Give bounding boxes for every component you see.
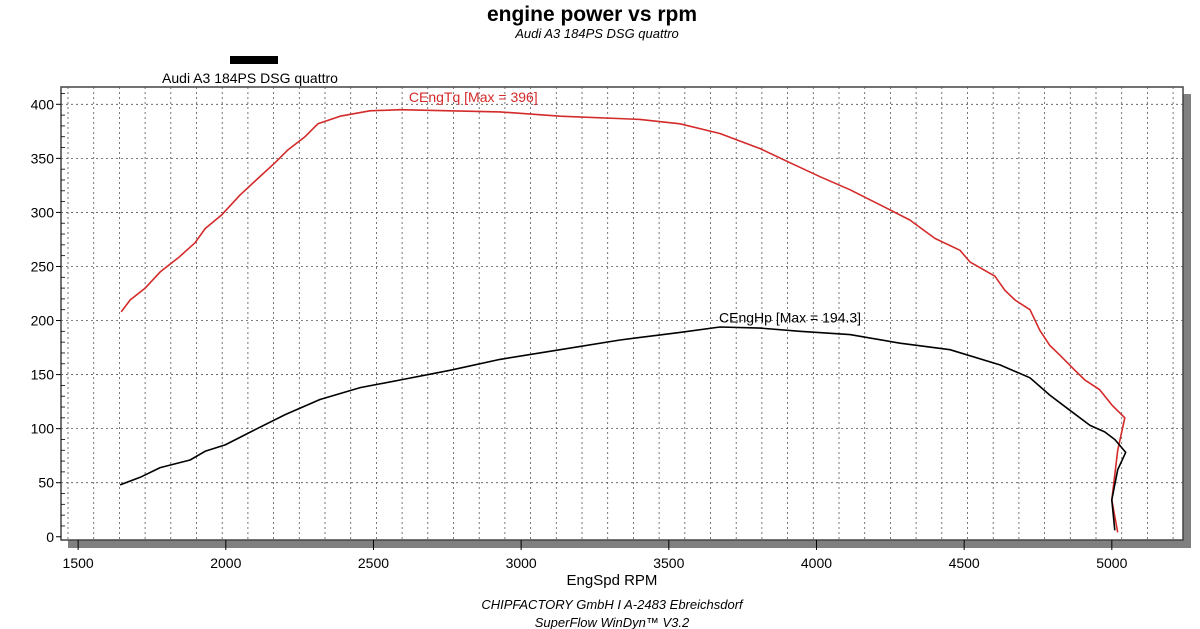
series-line-cengtq xyxy=(120,108,1126,533)
y-tick-label: 250 xyxy=(31,258,55,274)
legend-swatch xyxy=(230,56,278,64)
footer-company: CHIPFACTORY GmbH I A-2483 Ebreichsdorf xyxy=(481,597,744,612)
x-tick-label: 2500 xyxy=(358,555,389,571)
series-label-cenghp: CEngHp [Max = 194.3] xyxy=(719,310,861,326)
series-line-cenghp xyxy=(119,326,1127,531)
chart-title: engine power vs rpm xyxy=(487,3,697,26)
y-tick-label: 100 xyxy=(31,421,55,437)
series-label-cengtq: CEngTq [Max = 396] xyxy=(409,89,538,105)
y-tick-label: 350 xyxy=(31,150,55,166)
x-tick-label: 1500 xyxy=(63,555,94,571)
grid xyxy=(61,87,1183,540)
chart-subtitle: Audi A3 184PS DSG quattro xyxy=(514,26,679,41)
x-tick-label: 5000 xyxy=(1096,555,1127,571)
x-axis-label: EngSpd RPM xyxy=(567,572,658,589)
frame-shadow-right xyxy=(1183,94,1191,548)
series-group: CEngTq [Max = 396] CEngHp [Max = 194.3] xyxy=(119,89,1127,533)
footer-software: SuperFlow WinDyn™ V3.2 xyxy=(535,615,690,629)
plot-area xyxy=(60,86,1184,541)
y-tick-label: 50 xyxy=(38,475,54,491)
y-tick-label: 300 xyxy=(31,204,55,220)
axis-ticks: 0 50 100 150 200 250 300 350 400 1500 2000 2500 3000… xyxy=(31,93,1128,571)
x-tick-label: 2000 xyxy=(210,555,241,571)
y-tick-label: 150 xyxy=(31,367,55,383)
y-tick-label: 0 xyxy=(46,529,54,545)
x-tick-label: 3000 xyxy=(506,555,537,571)
x-tick-label: 4500 xyxy=(949,555,980,571)
legend-label: Audi A3 184PS DSG quattro xyxy=(162,70,338,86)
y-tick-label: 200 xyxy=(31,313,55,329)
y-tick-label: 400 xyxy=(31,96,55,112)
frame-shadow-bottom xyxy=(68,540,1191,548)
x-tick-label: 4000 xyxy=(801,555,832,571)
x-tick-label: 3500 xyxy=(653,555,684,571)
